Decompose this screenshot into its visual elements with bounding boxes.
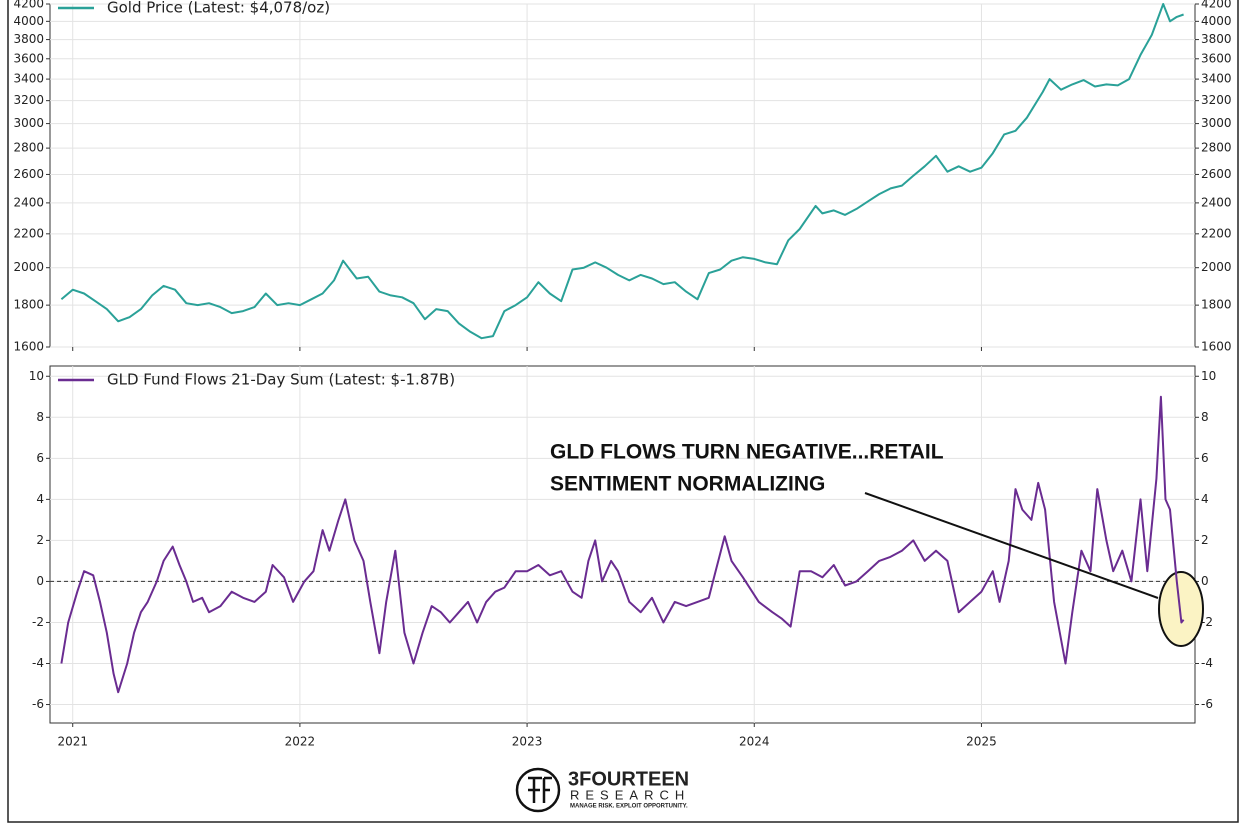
- y2-tick-label: 2400: [1201, 195, 1232, 209]
- x-tick-label: 2022: [285, 735, 316, 749]
- lines: [60, 395, 1185, 694]
- plot-area: [49, 3, 1196, 348]
- y2-tick-label: -2: [1201, 615, 1213, 629]
- y-tick-label: 1800: [13, 298, 44, 312]
- logo-sub: RESEARCH: [570, 787, 690, 802]
- y-tick-label: 2400: [13, 195, 44, 209]
- y-tick-label: 2600: [13, 167, 44, 181]
- y2-tick-label: 10: [1201, 369, 1216, 383]
- y-tick-label: 3800: [13, 32, 44, 46]
- y2-tick-label: 0: [1201, 574, 1209, 588]
- y2-tick-label: 2600: [1201, 167, 1232, 181]
- annotation-arrow: [864, 492, 1159, 599]
- y-tick-label: 3200: [13, 93, 44, 107]
- y-tick-label: 4000: [13, 14, 44, 28]
- annotation-line: GLD FLOWS TURN NEGATIVE...RETAIL: [550, 441, 944, 464]
- y2-tick-label: -4: [1201, 656, 1213, 670]
- logo-name: 3FOURTEEN: [568, 768, 689, 790]
- y-tick-label: -6: [32, 697, 44, 711]
- y2-tick-label: -6: [1201, 697, 1213, 711]
- plot-area: [49, 365, 1196, 724]
- legend-label: Gold Price (Latest: $4,078/oz): [107, 0, 330, 17]
- series-line: [60, 395, 1185, 694]
- y-tick-label: 10: [29, 369, 44, 383]
- y-tick-label: 2: [36, 533, 44, 547]
- y-tick-label: 1600: [13, 340, 44, 354]
- logo: 3FOURTEEN RESEARCH MANAGE RISK. EXPLOIT …: [515, 767, 690, 813]
- y-tick-label: 2000: [13, 260, 44, 274]
- y-tick-label: -2: [32, 615, 44, 629]
- y2-tick-label: 3800: [1201, 32, 1232, 46]
- x-tick-label: 2025: [966, 735, 997, 749]
- annotation-line: SENTIMENT NORMALIZING: [550, 473, 825, 496]
- y2-tick-label: 1600: [1201, 340, 1232, 354]
- y2-tick-label: 4: [1201, 492, 1209, 506]
- y2-tick-label: 3600: [1201, 51, 1232, 65]
- y-tick-label: 3000: [13, 116, 44, 130]
- y-tick-label: 4200: [13, 0, 44, 11]
- y-tick-label: 8: [36, 410, 44, 424]
- y2-tick-label: 6: [1201, 451, 1209, 465]
- logo-tagline: MANAGE RISK. EXPLOIT OPPORTUNITY.: [570, 804, 688, 810]
- y2-tick-label: 3000: [1201, 116, 1232, 130]
- logo-circle: [515, 767, 561, 813]
- x-tick-label: 2023: [512, 735, 543, 749]
- x-tick-label: 2024: [739, 735, 770, 749]
- y-tick-label: 2200: [13, 226, 44, 240]
- y-tick-label: 0: [36, 574, 44, 588]
- y-tick-label: 3400: [13, 72, 44, 86]
- y2-tick-label: 8: [1201, 410, 1209, 424]
- y2-tick-label: 3200: [1201, 93, 1232, 107]
- y2-tick-label: 2: [1201, 533, 1209, 547]
- series-line: [60, 3, 1184, 340]
- legend-label: GLD Fund Flows 21-Day Sum (Latest: $-1.8…: [107, 371, 455, 389]
- y2-tick-label: 2800: [1201, 141, 1232, 155]
- y2-tick-label: 3400: [1201, 72, 1232, 86]
- y-tick-label: 3600: [13, 51, 44, 65]
- y2-tick-label: 4200: [1201, 0, 1232, 11]
- y-tick-label: 6: [36, 451, 44, 465]
- y2-tick-label: 1800: [1201, 298, 1232, 312]
- x-tick-label: 2021: [57, 735, 88, 749]
- y2-tick-label: 2000: [1201, 260, 1232, 274]
- y-tick-label: 2800: [13, 141, 44, 155]
- y2-tick-label: 4000: [1201, 14, 1232, 28]
- y-tick-label: 4: [36, 492, 44, 506]
- logo-glyph: [528, 776, 552, 803]
- y-tick-label: -4: [32, 656, 44, 670]
- y2-tick-label: 2200: [1201, 226, 1232, 240]
- highlight-ellipse: [1158, 571, 1204, 647]
